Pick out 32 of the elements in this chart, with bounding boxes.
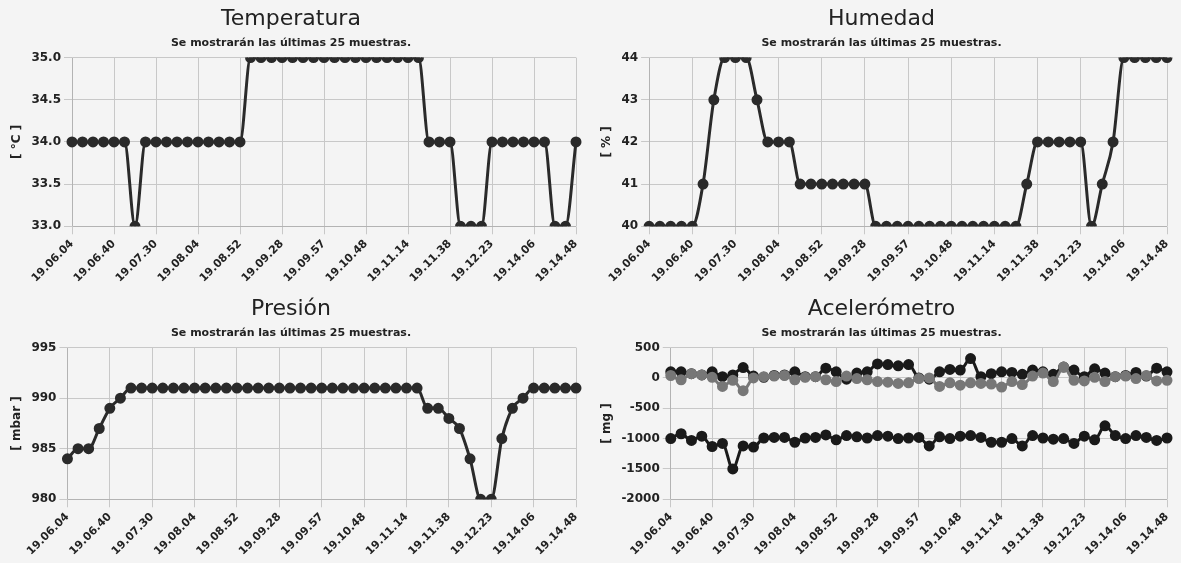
chart-title: Humedad	[828, 4, 935, 30]
y-tick-label: 33.5	[31, 176, 62, 191]
y-tick-label: 990	[31, 390, 57, 405]
y-tick-label: 43	[621, 91, 639, 106]
y-axis-title: [ °C ]	[9, 124, 24, 160]
y-tick-label: 42	[621, 134, 639, 149]
y-tick-label: 40	[621, 218, 639, 233]
y-tick-label: 995	[31, 339, 57, 354]
y-tick-label: 44	[621, 49, 639, 64]
y-axis-title: [ mbar ]	[9, 396, 24, 451]
chart-subtitle: Se mostrarán las últimas 25 muestras.	[170, 35, 412, 49]
chart-title: Temperatura	[220, 4, 361, 30]
y-tick-label: -2000	[621, 491, 660, 506]
y-tick-label: 35.0	[31, 49, 62, 64]
y-tick-label: -1000	[621, 430, 660, 445]
y-tick-label: 985	[31, 440, 57, 455]
y-tick-label: -1500	[621, 461, 660, 476]
y-tick-label: 980	[31, 491, 57, 506]
y-tick-label: 33.0	[31, 218, 62, 233]
y-tick-label: 34.5	[31, 91, 62, 106]
y-tick-label: 41	[621, 176, 639, 191]
chart-subtitle: Se mostrarán las últimas 25 muestras.	[761, 325, 1002, 339]
chart-subtitle: Se mostrarán las últimas 25 muestras.	[170, 325, 412, 339]
chart-title: Acelerómetro	[807, 294, 956, 320]
y-tick-label: 0	[651, 370, 660, 385]
y-tick-label: 500	[634, 339, 660, 354]
chart-subtitle: Se mostrarán las últimas 25 muestras.	[761, 35, 1002, 49]
y-axis-title: [ % ]	[599, 126, 614, 158]
y-tick-label: 34.0	[31, 134, 62, 149]
y-tick-label: -500	[629, 400, 660, 415]
y-axis-title: [ mg ]	[599, 403, 614, 444]
chart-title: Presión	[251, 294, 331, 320]
